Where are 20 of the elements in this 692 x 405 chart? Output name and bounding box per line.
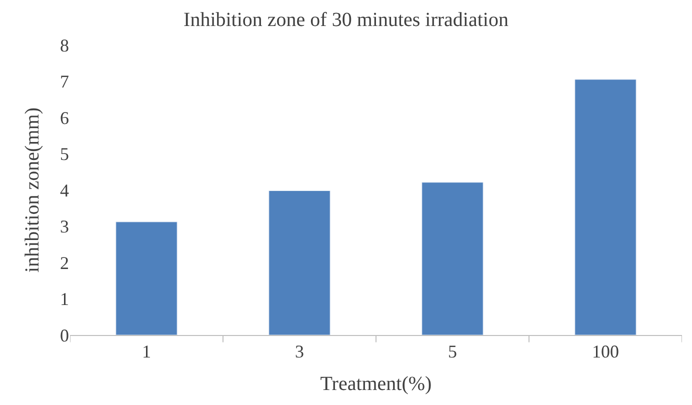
bar <box>116 222 178 335</box>
x-tick-label: 1 <box>142 342 151 362</box>
y-tick-label: 7 <box>60 72 69 92</box>
y-tick-label: 4 <box>60 180 69 200</box>
y-tick-label: 8 <box>60 35 69 56</box>
y-tick-label: 5 <box>60 144 69 164</box>
y-tick-label: 2 <box>60 252 69 273</box>
y-axis-title: inhibition zone(mm) <box>22 108 44 272</box>
x-tick-label: 100 <box>592 342 619 362</box>
y-tick-label: 3 <box>60 216 69 237</box>
chart-title: Inhibition zone of 30 minutes irradiation <box>184 9 508 32</box>
y-tick-label: 6 <box>60 108 69 128</box>
x-tick-label: 5 <box>448 342 457 362</box>
x-tick-label: 3 <box>295 342 304 362</box>
bar <box>574 79 636 335</box>
y-tick-label: 0 <box>60 325 69 346</box>
bar <box>268 190 330 335</box>
bar <box>422 182 484 335</box>
y-tick-label: 1 <box>60 289 69 310</box>
x-axis-title: Treatment(%) <box>320 373 432 396</box>
